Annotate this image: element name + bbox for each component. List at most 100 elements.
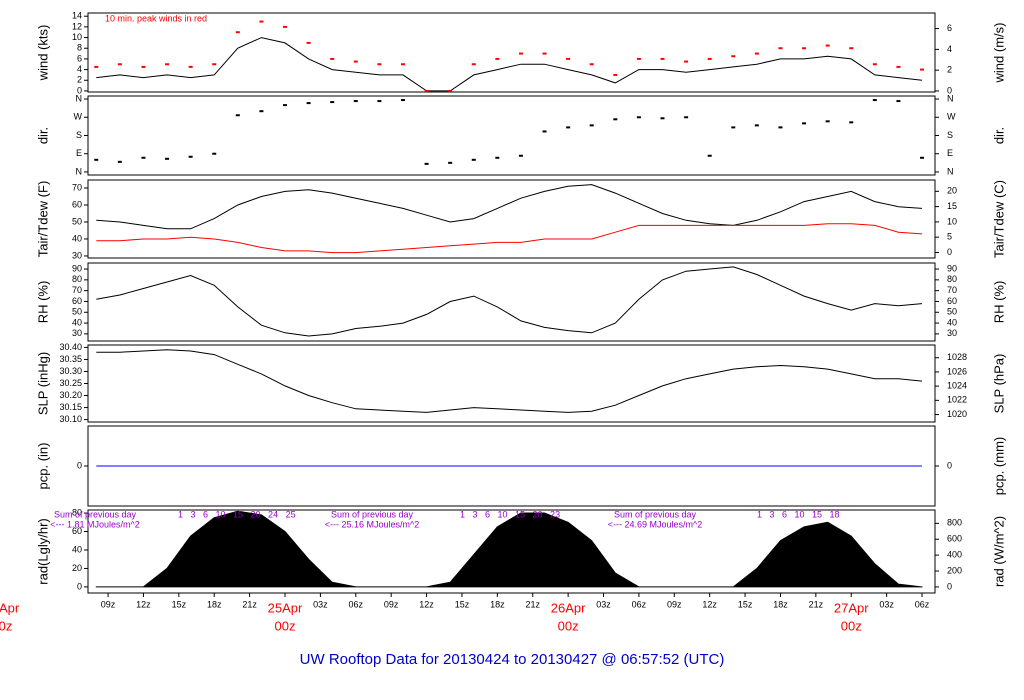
data-point [400, 99, 405, 102]
y2-tick-label: N [947, 93, 954, 103]
y-tick-label: 30 [72, 328, 82, 338]
data-point [141, 65, 146, 68]
y-tick-label: 0 [77, 85, 82, 95]
data-point [660, 117, 665, 120]
data-point [684, 60, 689, 63]
data-point [259, 20, 264, 23]
y2-tick-label: W [947, 112, 956, 122]
data-point [518, 154, 523, 157]
data-point [542, 130, 547, 133]
x-tick-label: 21z [242, 599, 257, 609]
y-tick-label: 40 [72, 233, 82, 243]
data-point [613, 118, 618, 121]
data-point [849, 121, 854, 124]
y2-tick-label: 400 [947, 550, 962, 560]
x-tick-label: 00z [841, 618, 862, 633]
data-point [188, 155, 193, 158]
y2-tick-label: 6 [947, 23, 952, 33]
x-tick-label: 03z [879, 599, 894, 609]
panel-frame [87, 344, 936, 423]
annotation: 1 3 6 10 15 20 23 [460, 509, 560, 519]
data-point [566, 126, 571, 129]
panel-frame [87, 179, 936, 259]
y2-tick-label: 0 [947, 85, 952, 95]
annotation: 1 3 6 10 15 20 24 25 [178, 509, 296, 519]
x-tick-label: 06z [632, 599, 647, 609]
data-point [825, 44, 830, 47]
y-tick-label: 30 [72, 250, 82, 260]
data-point [589, 124, 594, 127]
y2-tick-label: 10 [947, 216, 957, 226]
y-tick-label: 60 [72, 296, 82, 306]
data-point [731, 55, 736, 58]
y2-tick-label: 20 [947, 186, 957, 196]
data-point [636, 116, 641, 119]
x-tick-label: 15z [738, 599, 753, 609]
annotation: <--- 25.16 MJoules/m^2 [325, 519, 420, 529]
x-tick-label: 12z [702, 599, 717, 609]
data-point [235, 114, 240, 117]
x-tick-label: 21z [809, 599, 824, 609]
data-point [306, 102, 311, 105]
x-tick-label: 00z [0, 618, 12, 633]
y-tick-label: 12 [72, 21, 82, 31]
data-point [636, 57, 641, 60]
data-point [660, 57, 665, 60]
y2-tick-label: 1028 [947, 352, 967, 362]
y-axis-label: dir. [35, 127, 50, 144]
y-tick-label: 0 [77, 460, 82, 470]
data-point [235, 31, 240, 34]
y2-tick-label: 800 [947, 518, 962, 528]
y-tick-label: 50 [72, 307, 82, 317]
x-tick-label: 09z [667, 599, 682, 609]
data-point [802, 122, 807, 125]
y2-axis-label: wind (m/s) [991, 23, 1006, 84]
x-tick-label: 09z [384, 599, 399, 609]
y-tick-label: 20 [72, 563, 82, 573]
page-title: UW Rooftop Data for 20130424 to 20130427… [300, 651, 725, 668]
y2-tick-label: 1024 [947, 381, 967, 391]
y2-tick-label: 90 [947, 263, 957, 273]
data-point [518, 52, 523, 55]
y2-tick-label: 40 [947, 317, 957, 327]
data-point [778, 47, 783, 50]
x-tick-label: 06z [915, 599, 930, 609]
annotation: Sum of previous day [54, 509, 137, 519]
y-tick-label: 50 [72, 216, 82, 226]
y-axis-label: rad(Lgly/hr) [35, 518, 50, 584]
x-tick-label: 09z [101, 599, 116, 609]
data-point [165, 157, 170, 160]
y2-tick-label: 0 [947, 460, 952, 470]
y2-tick-label: 60 [947, 296, 957, 306]
data-point [424, 89, 429, 92]
data-line [96, 266, 923, 337]
data-point [117, 160, 122, 163]
data-point [283, 25, 288, 28]
data-point [141, 156, 146, 159]
data-point [117, 63, 122, 66]
data-point [566, 57, 571, 60]
day-label: 26Apr [551, 600, 586, 615]
data-point [330, 101, 335, 104]
data-point [94, 158, 99, 161]
data-point [872, 63, 877, 66]
data-point [920, 68, 925, 71]
data-area [95, 510, 923, 588]
data-point [424, 162, 429, 165]
panel-frame [87, 12, 936, 93]
y2-tick-label: 15 [947, 201, 957, 211]
y-tick-label: 4 [77, 64, 82, 74]
data-line [96, 349, 923, 413]
y2-axis-label: dir. [991, 127, 1006, 144]
y-tick-label: W [74, 112, 83, 122]
data-point [802, 47, 807, 50]
data-point [353, 100, 358, 103]
data-point [448, 161, 453, 164]
y2-axis-label: pcp. (mm) [991, 437, 1006, 496]
y-tick-label: 8 [77, 43, 82, 53]
annotation: Sum of previous day [331, 509, 414, 519]
y2-tick-label: 80 [947, 274, 957, 284]
y-tick-label: 80 [72, 274, 82, 284]
x-tick-label: 18z [207, 599, 222, 609]
data-point [283, 104, 288, 107]
